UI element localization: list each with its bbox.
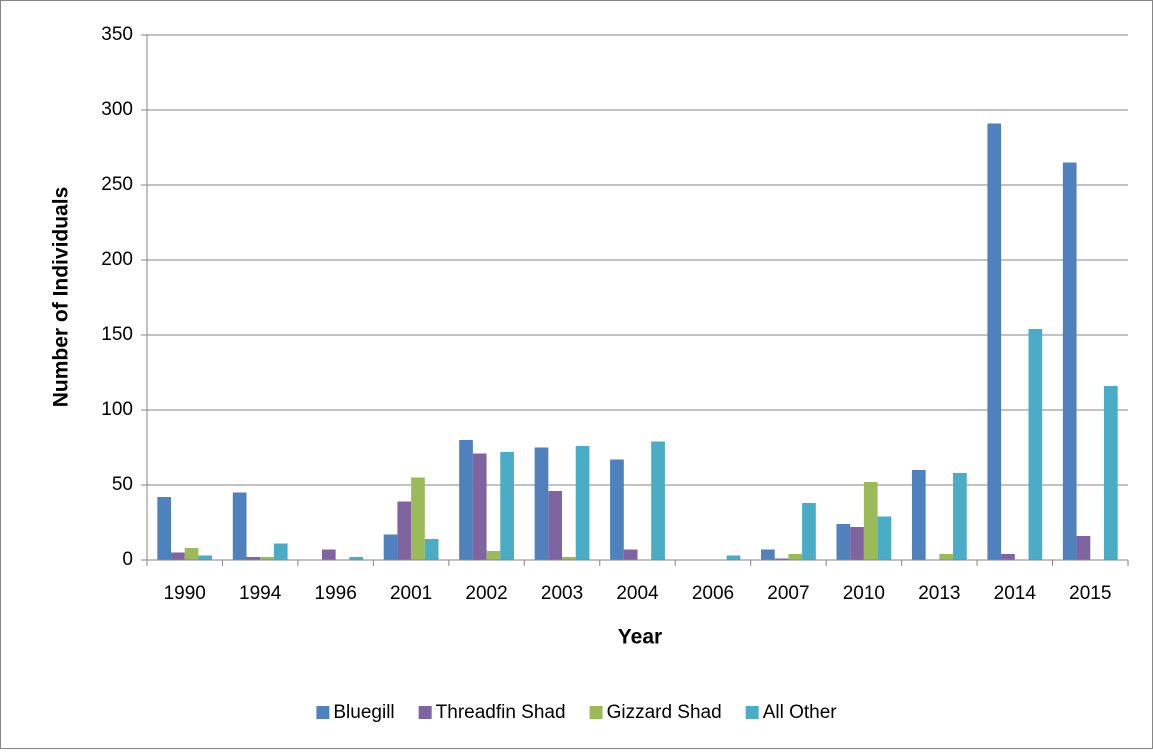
bar: [1001, 554, 1015, 560]
x-tick-label: 1996: [315, 583, 357, 604]
legend-swatch: [316, 706, 330, 719]
x-tick-label: 2013: [918, 583, 960, 604]
bar: [575, 446, 590, 560]
x-tick-label: 2010: [843, 583, 885, 604]
bar: [500, 452, 514, 560]
bar: [548, 491, 563, 560]
bar: [911, 470, 926, 560]
x-tick-label: 2015: [1069, 583, 1111, 604]
bar: [171, 552, 185, 560]
bar: [610, 459, 624, 560]
x-tick-label: 2006: [692, 583, 734, 604]
bar: [246, 557, 261, 560]
y-axis-title: Number of Individuals: [50, 187, 73, 408]
bar: [459, 440, 473, 560]
bar: [1076, 536, 1091, 560]
bar: [273, 543, 288, 560]
x-tick-label: 2014: [994, 583, 1037, 604]
bar: [383, 534, 398, 560]
y-tick-label: 250: [101, 174, 133, 195]
legend-swatch: [589, 706, 603, 719]
x-tick-label: 2003: [541, 583, 583, 604]
bar: [953, 473, 967, 560]
y-tick-label: 50: [112, 474, 133, 495]
y-tick-label: 0: [122, 549, 133, 570]
bar: [411, 477, 425, 560]
y-tick-label: 300: [101, 99, 133, 120]
bar: [939, 554, 954, 560]
y-tick-label: 200: [101, 249, 133, 270]
bar: [260, 557, 274, 560]
bar: [877, 516, 892, 560]
bar: [774, 558, 789, 560]
bar: [562, 557, 576, 560]
x-tick-label: 2007: [767, 583, 809, 604]
x-tick-label: 1994: [239, 583, 282, 604]
bar: [349, 557, 364, 560]
legend-label: All Other: [763, 702, 838, 723]
bar: [863, 482, 878, 560]
legend-label: Gizzard Shad: [607, 702, 722, 723]
bar: [623, 549, 638, 560]
bar: [651, 441, 665, 560]
bar: [472, 453, 487, 560]
bar: [486, 551, 501, 560]
bar: [1062, 162, 1077, 560]
x-tick-label: 2004: [616, 583, 659, 604]
x-tick-label: 2001: [390, 583, 432, 604]
bar: [788, 554, 803, 560]
y-tick-label: 350: [101, 24, 133, 45]
bar: [1103, 386, 1118, 560]
y-tick-label: 150: [101, 324, 133, 345]
bar: [424, 539, 439, 560]
bar: [987, 123, 1002, 560]
bar: [836, 524, 851, 560]
bar: [397, 501, 412, 560]
x-tick-label: 2002: [465, 583, 507, 604]
legend-swatch: [418, 706, 432, 719]
bar: [802, 503, 816, 560]
y-tick-label: 100: [101, 399, 133, 420]
legend-swatch: [745, 706, 759, 719]
bar: [198, 555, 213, 560]
bar: [1028, 329, 1043, 560]
bar: [761, 549, 775, 560]
x-tick-label: 1990: [164, 583, 206, 604]
bar: [232, 492, 247, 560]
bar: [157, 497, 172, 560]
legend-label: Bluegill: [333, 702, 394, 723]
bar: [321, 549, 336, 560]
bar: [534, 447, 549, 560]
x-axis-title: Year: [618, 626, 662, 649]
bar: [184, 548, 199, 560]
bar: [850, 527, 864, 560]
bar: [726, 555, 741, 560]
legend-label: Threadfin Shad: [436, 702, 566, 723]
